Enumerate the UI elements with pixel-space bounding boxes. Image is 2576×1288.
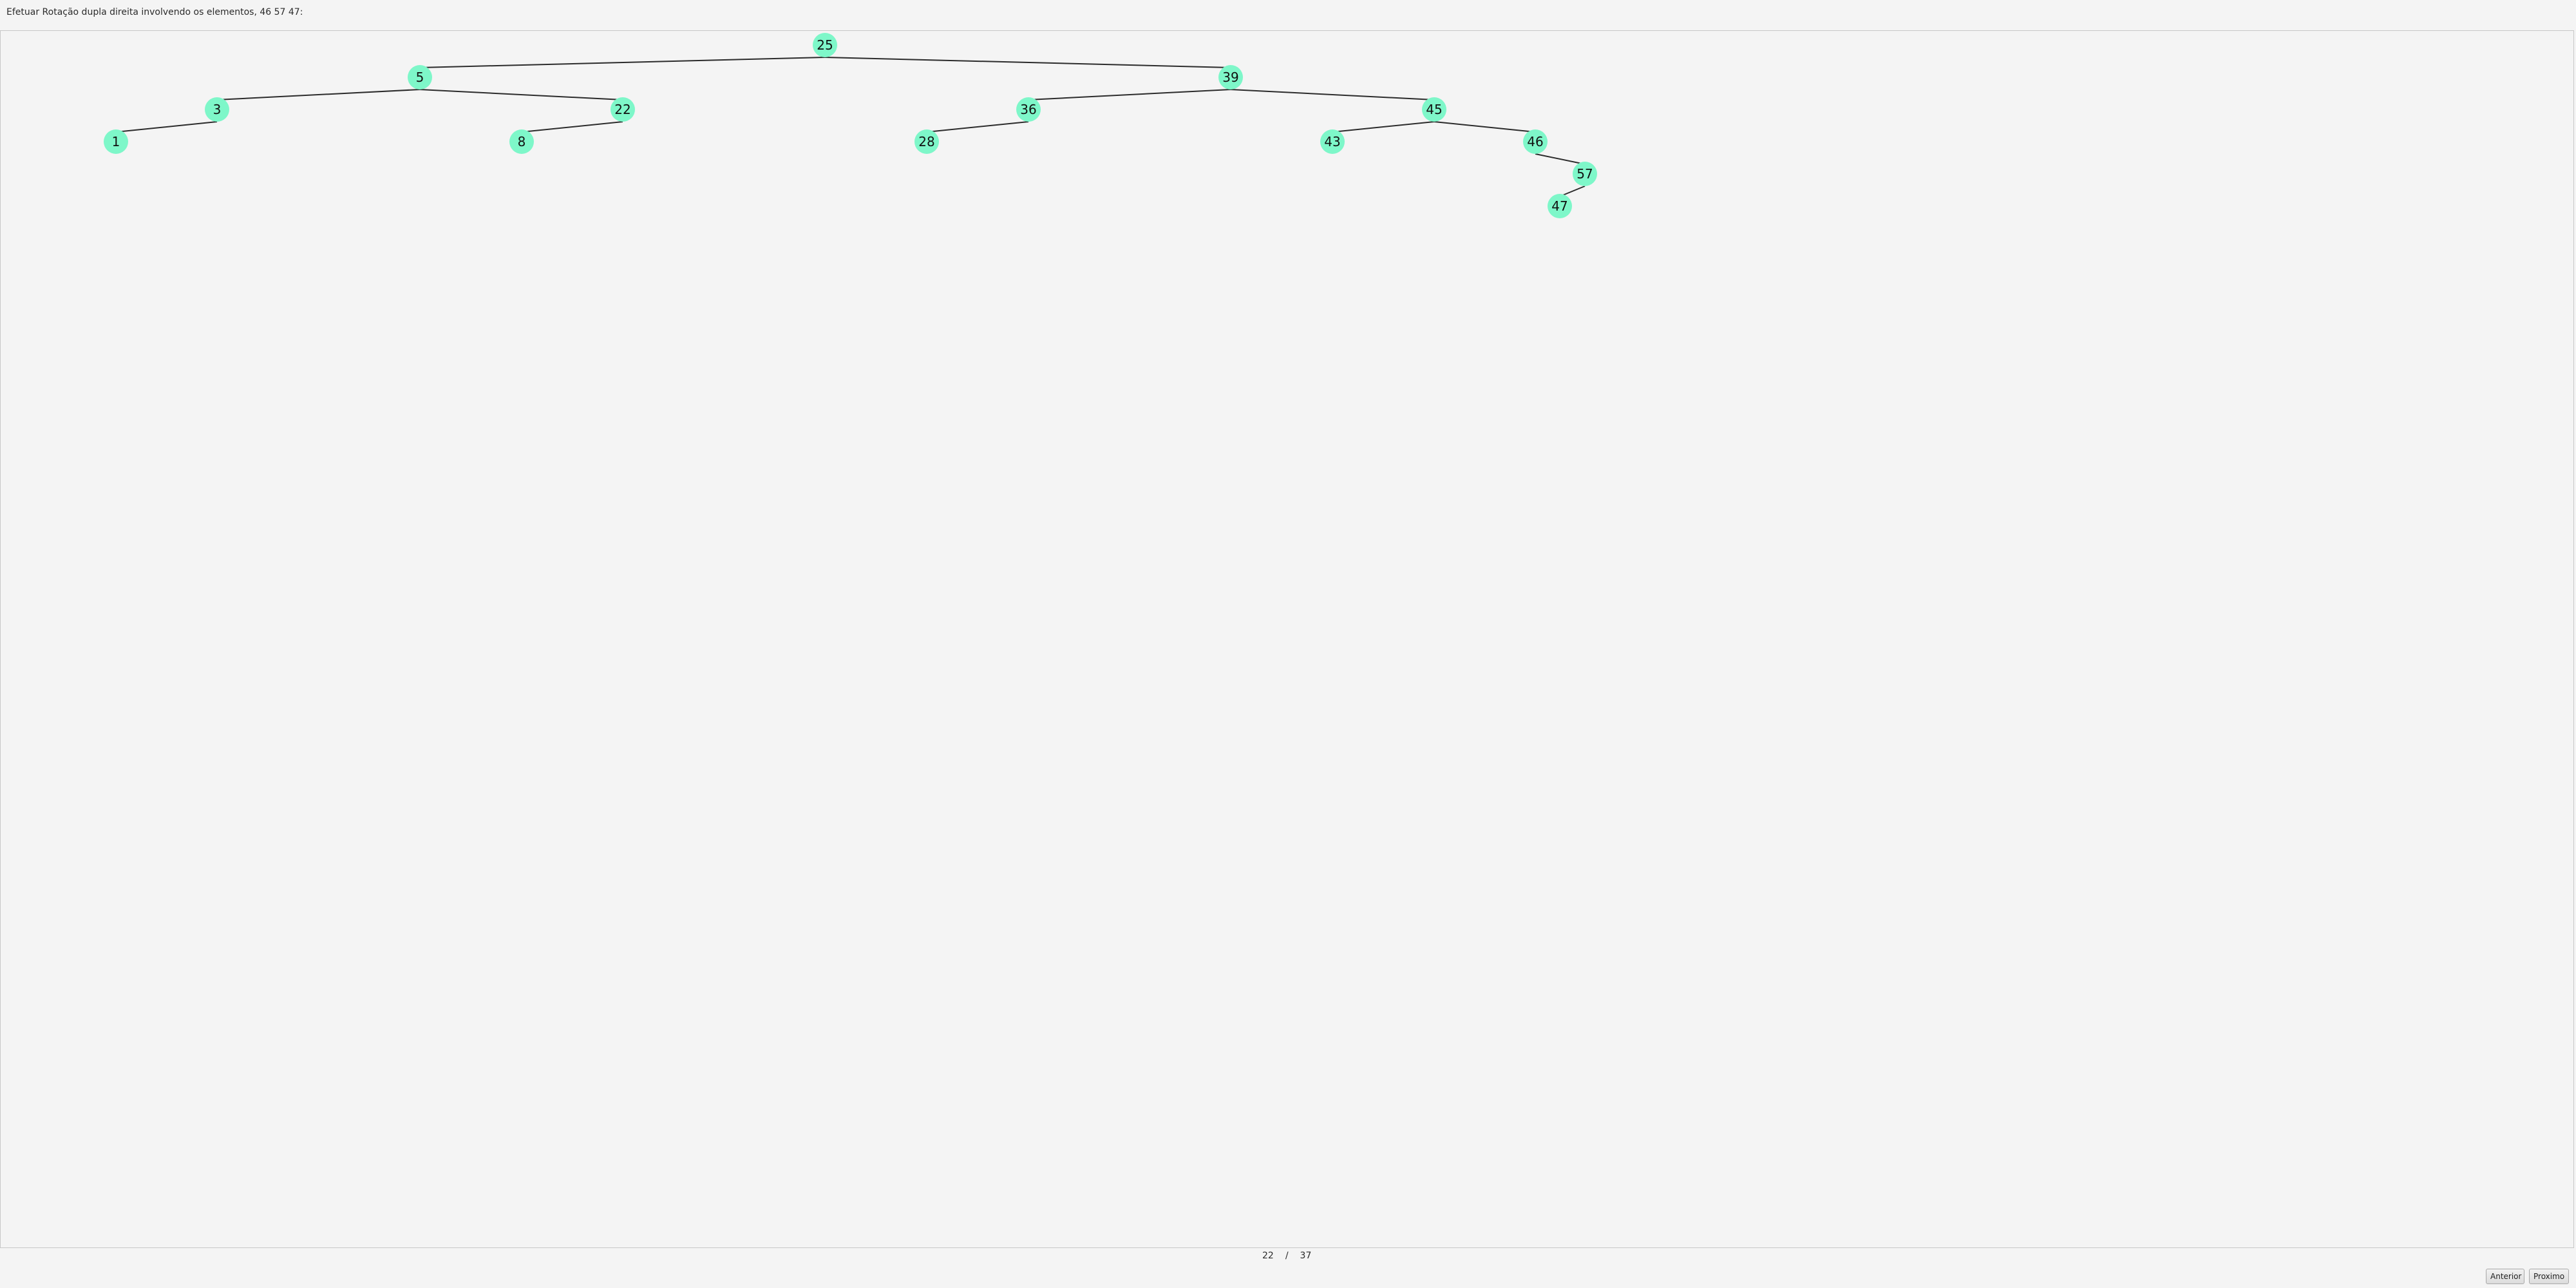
- tree-node-36: 36: [1016, 97, 1041, 122]
- tree-node-circle-39: [1218, 65, 1243, 90]
- tree-node-label-57: 57: [1577, 166, 1593, 182]
- tree-node-circle-43: [1320, 129, 1345, 154]
- instruction-text: Efetuar Rotação dupla direita involvendo…: [6, 7, 303, 17]
- tree-edge-36-28: [926, 121, 1029, 133]
- tree-node-circle-1: [104, 129, 128, 154]
- tree-node-25: 25: [813, 33, 837, 57]
- tree-node-28: 28: [914, 129, 939, 154]
- tree-node-label-39: 39: [1222, 70, 1238, 85]
- tree-node-circle-5: [408, 65, 432, 90]
- tree-edge-39-36: [1028, 89, 1231, 100]
- tree-node-39: 39: [1218, 65, 1243, 90]
- tree-node-label-5: 5: [416, 70, 424, 85]
- tree-node-circle-25: [813, 33, 837, 57]
- pager-separator: /: [1285, 1251, 1289, 1261]
- tree-node-43: 43: [1320, 129, 1345, 154]
- tree-node-circle-45: [1422, 97, 1446, 122]
- tree-canvas: 25 5 39 3 22 36 45 1 8 28 43 46 57 47: [0, 30, 2574, 1248]
- tree-edge-5-3: [216, 89, 421, 100]
- tree-node-5: 5: [408, 65, 432, 90]
- pager-current: 22: [1262, 1251, 1274, 1261]
- tree-node-label-36: 36: [1020, 102, 1036, 117]
- tree-node-circle-3: [205, 97, 229, 122]
- tree-node-label-43: 43: [1324, 134, 1340, 149]
- tree-node-circle-8: [509, 129, 534, 154]
- tree-node-circle-28: [914, 129, 939, 154]
- previous-button[interactable]: Anterior: [2486, 1269, 2524, 1284]
- tree-edge-45-46: [1434, 121, 1536, 133]
- tree-node-47: 47: [1548, 194, 1572, 218]
- pager-total: 37: [1300, 1251, 1312, 1261]
- tree-node-46: 46: [1523, 129, 1548, 154]
- tree-node-circle-46: [1523, 129, 1548, 154]
- tree-node-circle-57: [1573, 162, 1597, 186]
- tree-edge-25-5: [419, 57, 826, 68]
- tree-node-57: 57: [1573, 162, 1597, 186]
- tree-node-22: 22: [611, 97, 635, 122]
- tree-node-3: 3: [205, 97, 229, 122]
- tree-edge-25-39: [824, 57, 1231, 68]
- tree-node-label-3: 3: [213, 102, 222, 117]
- tree-node-label-8: 8: [518, 134, 526, 149]
- tree-node-circle-36: [1016, 97, 1041, 122]
- tree-node-8: 8: [509, 129, 534, 154]
- tree-node-label-22: 22: [614, 102, 630, 117]
- tree-node-circle-47: [1548, 194, 1572, 218]
- tree-node-circle-22: [611, 97, 635, 122]
- tree-node-label-28: 28: [918, 134, 934, 149]
- tree-node-label-45: 45: [1426, 102, 1442, 117]
- tree-edge-5-22: [419, 89, 623, 100]
- tree-node-label-47: 47: [1551, 198, 1567, 214]
- tree-diagram: 25 5 39 3 22 36 45 1 8 28 43 46 57 47: [104, 33, 1597, 218]
- tree-node-label-46: 46: [1527, 134, 1543, 149]
- tree-edge-45-43: [1332, 121, 1435, 133]
- tree-edge-39-45: [1230, 89, 1435, 100]
- tree-node-label-25: 25: [817, 37, 833, 53]
- next-button[interactable]: Proximo: [2529, 1269, 2569, 1284]
- pager: 22 / 37: [1262, 1250, 1311, 1262]
- tree-edge-46-57: [1535, 153, 1586, 165]
- tree-edge-3-1: [115, 121, 218, 133]
- tree-edge-22-8: [521, 121, 623, 133]
- tree-node-45: 45: [1422, 97, 1446, 122]
- tree-node-1: 1: [104, 129, 128, 154]
- tree-node-label-1: 1: [112, 134, 120, 149]
